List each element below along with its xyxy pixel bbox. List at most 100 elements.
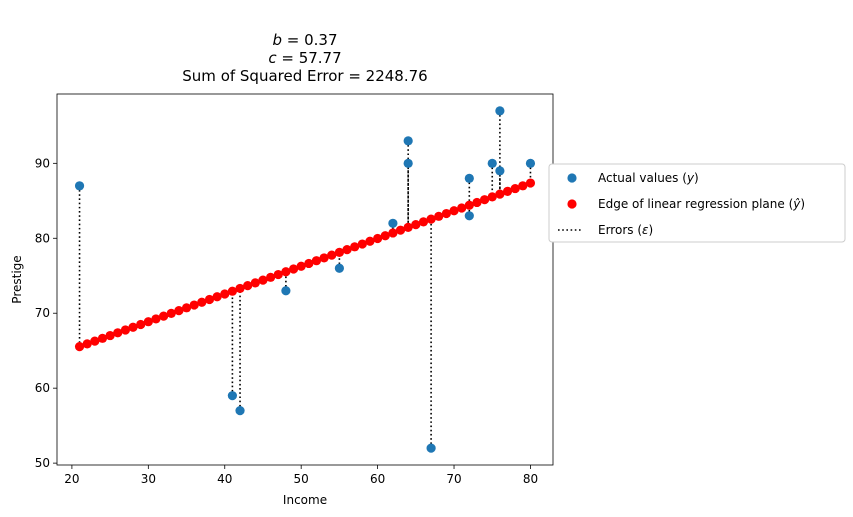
regression-point — [518, 181, 528, 191]
regression-point — [204, 294, 215, 305]
regression-point — [113, 328, 123, 338]
legend-entry-label: Edge of linear regression plane (ŷ) — [598, 197, 805, 211]
x-tick-label: 80 — [523, 472, 538, 486]
regression-point — [449, 206, 459, 216]
legend: Actual values (y) Edge of linear regressi… — [548, 163, 846, 243]
regression-point — [426, 214, 436, 224]
regression-point — [212, 292, 222, 302]
regression-point — [151, 314, 161, 324]
title-line-3: Sum of Squared Error = 2248.76 — [182, 67, 427, 85]
regression-point — [357, 239, 367, 249]
legend-marker — [567, 199, 577, 209]
regression-point — [189, 300, 199, 310]
y-tick-label: 70 — [35, 306, 50, 320]
regression-point — [418, 217, 429, 227]
actual-point — [464, 173, 474, 183]
regression-point — [159, 311, 169, 321]
y-axis: 50 60 70 80 90 — [35, 156, 57, 470]
actual-point — [403, 158, 413, 168]
regression-point — [197, 297, 207, 307]
regression-points — [74, 178, 536, 352]
actual-point — [464, 211, 474, 221]
regression-point — [327, 250, 337, 260]
regression-point — [495, 189, 505, 199]
actual-point — [227, 391, 237, 401]
regression-point — [181, 303, 192, 313]
y-axis-label: Prestige — [10, 255, 24, 303]
actual-point — [495, 166, 505, 176]
x-tick-label: 70 — [446, 472, 461, 486]
regression-point — [479, 195, 490, 205]
regression-point — [97, 333, 108, 343]
regression-point — [250, 278, 260, 288]
actual-point — [525, 158, 536, 168]
regression-point — [350, 242, 360, 252]
regression-point — [472, 197, 482, 208]
actual-point — [334, 263, 344, 273]
x-tick-label: 30 — [141, 472, 156, 486]
legend-marker — [567, 173, 577, 183]
title-line-1: b = 0.37 — [272, 31, 337, 49]
regression-point — [136, 319, 146, 330]
regression-point — [434, 211, 444, 221]
actual-point — [403, 136, 413, 146]
actual-point — [426, 443, 436, 453]
regression-point — [457, 203, 467, 213]
regression-point — [90, 336, 100, 346]
x-tick-label: 50 — [294, 472, 309, 486]
regression-point — [235, 283, 245, 294]
y-tick-label: 60 — [35, 381, 50, 395]
regression-point — [411, 220, 421, 230]
x-tick-label: 60 — [370, 472, 385, 486]
x-tick-label: 20 — [64, 472, 79, 486]
x-tick-label: 40 — [217, 472, 232, 486]
regression-point — [105, 330, 115, 341]
y-tick-label: 80 — [35, 231, 50, 245]
regression-point — [281, 267, 291, 277]
regression-point — [342, 244, 352, 255]
regression-point — [487, 192, 497, 202]
actual-point — [388, 218, 398, 228]
regression-point — [403, 222, 413, 233]
regression-point — [380, 231, 390, 241]
regression-point — [388, 228, 398, 238]
regression-point — [525, 178, 536, 188]
plot-frame — [56, 93, 554, 466]
regression-point — [510, 183, 520, 194]
regression-point — [266, 272, 276, 282]
y-tick-label: 90 — [35, 156, 50, 170]
x-axis: 20 30 40 50 60 70 80 — [64, 465, 538, 486]
actual-point — [235, 406, 245, 416]
regression-point — [82, 339, 92, 349]
title-line-2: c = 57.77 — [268, 49, 341, 67]
regression-point — [273, 269, 283, 280]
regression-point — [319, 253, 329, 263]
regression-point — [365, 236, 375, 246]
regression-point — [166, 308, 176, 318]
regression-point — [464, 200, 474, 210]
regression-point — [120, 325, 131, 335]
regression-point — [227, 286, 237, 296]
error-lines — [78, 110, 532, 449]
regression-point — [258, 275, 268, 285]
regression-point — [304, 258, 314, 269]
regression-point — [128, 322, 138, 332]
actual-point — [487, 158, 497, 168]
regression-point — [220, 289, 230, 299]
regression-point — [395, 225, 406, 235]
legend-entry-label: Errors (ε) — [598, 223, 653, 237]
x-axis-label: Income — [283, 493, 327, 507]
y-tick-label: 50 — [35, 456, 50, 470]
regression-point — [441, 208, 451, 219]
regression-point — [143, 317, 153, 327]
regression-point — [74, 342, 85, 352]
regression-point — [373, 233, 383, 244]
legend-box — [548, 163, 846, 243]
actual-point — [281, 286, 291, 296]
regression-point — [288, 264, 299, 274]
regression-point — [296, 261, 306, 271]
regression-point — [174, 306, 184, 316]
legend-entry-label: Actual values (y) — [598, 171, 699, 185]
